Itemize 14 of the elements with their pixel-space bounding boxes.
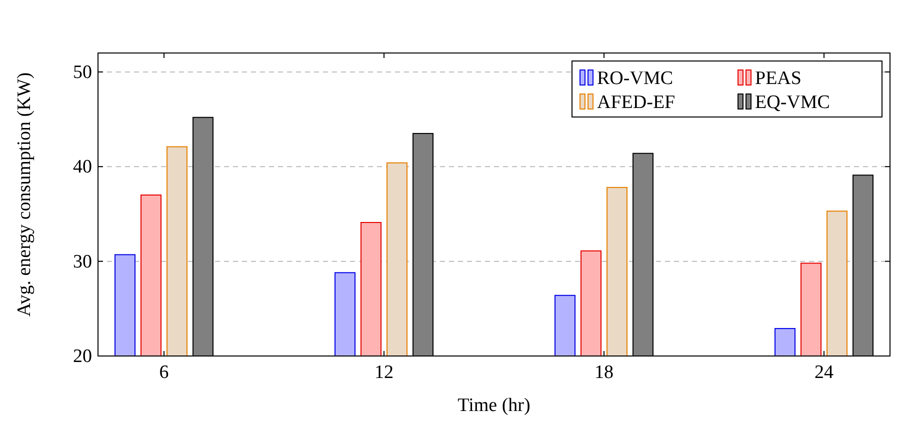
y-axis-title: Avg. energy consumption (KW) — [14, 72, 35, 317]
y-tick-label: 30 — [73, 251, 92, 272]
legend-label: AFED-EF — [597, 92, 676, 113]
legend-label: EQ-VMC — [755, 92, 830, 113]
x-tick-label: 12 — [374, 362, 394, 383]
legend-label: RO-VMC — [597, 68, 674, 89]
x-tick-label: 24 — [814, 362, 834, 383]
y-tick-label: 20 — [73, 346, 92, 367]
x-axis-title: Time (hr) — [458, 395, 530, 416]
x-tick-label: 18 — [594, 362, 614, 383]
legend-label: PEAS — [755, 68, 802, 89]
y-tick-label: 50 — [73, 62, 92, 83]
x-tick-label: 6 — [159, 362, 169, 383]
y-tick-label: 40 — [73, 156, 92, 178]
